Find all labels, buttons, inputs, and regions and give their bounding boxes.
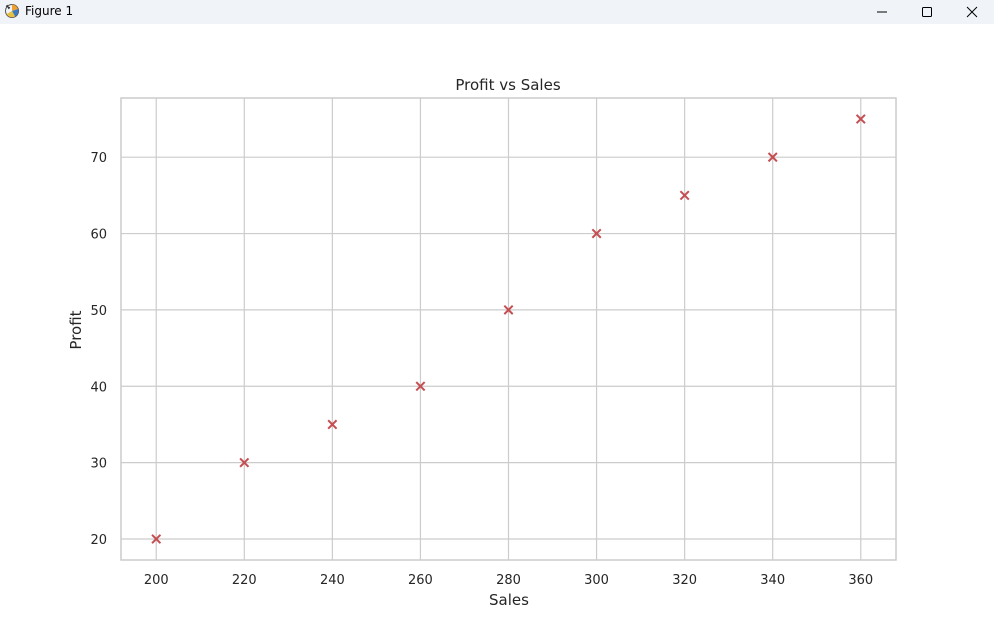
data-point [679,190,690,201]
x-tick-label: 260 [408,573,433,588]
close-icon [966,6,978,18]
figure-canvas: 200 220 240 260 280 300 320 340 360 20 30 40 50 60 70 … [0,24,994,623]
grid-layer [121,98,896,560]
x-tick-label: 300 [584,573,609,588]
maximize-icon [922,7,932,17]
y-tick-label: 20 [90,533,107,548]
y-tick-label: 50 [90,304,107,319]
tick-labels: 200 220 240 260 280 300 320 340 360 20 30 40 50 60 70 [90,151,873,588]
marks-layer [151,114,866,544]
x-tick-label: 340 [760,573,785,588]
x-tick-label: 280 [496,573,521,588]
matplotlib-figure-icon [4,3,20,19]
y-tick-label: 70 [90,151,107,166]
close-button[interactable] [949,0,994,24]
y-tick-label: 40 [90,380,107,395]
x-tick-label: 200 [144,573,169,588]
maximize-button[interactable] [904,0,950,24]
x-tick-label: 320 [672,573,697,588]
data-point [767,152,778,163]
scatter-chart: 200 220 240 260 280 300 320 340 360203040506070 … [67,76,897,609]
x-tick-label: 220 [232,573,257,588]
data-point [151,534,162,544]
data-point [503,305,514,315]
chart-title: Profit vs Sales [455,76,560,94]
x-tick-label: 360 [848,573,873,588]
y-tick-label: 60 [90,228,107,243]
x-axis-label: Sales [489,591,529,609]
window-titlebar: Figure 1 [0,0,994,24]
plot-frame [120,97,897,561]
x-tick-label: 240 [320,573,345,588]
data-point [591,228,602,239]
data-point [855,114,866,124]
y-tick-label: 30 [90,457,107,472]
window-title: Figure 1 [25,4,74,18]
data-point [415,381,426,392]
y-axis-label: Profit [67,310,85,349]
data-point [327,419,338,430]
data-point [239,457,250,468]
minimize-button[interactable] [859,0,905,24]
minimize-icon [877,11,887,13]
